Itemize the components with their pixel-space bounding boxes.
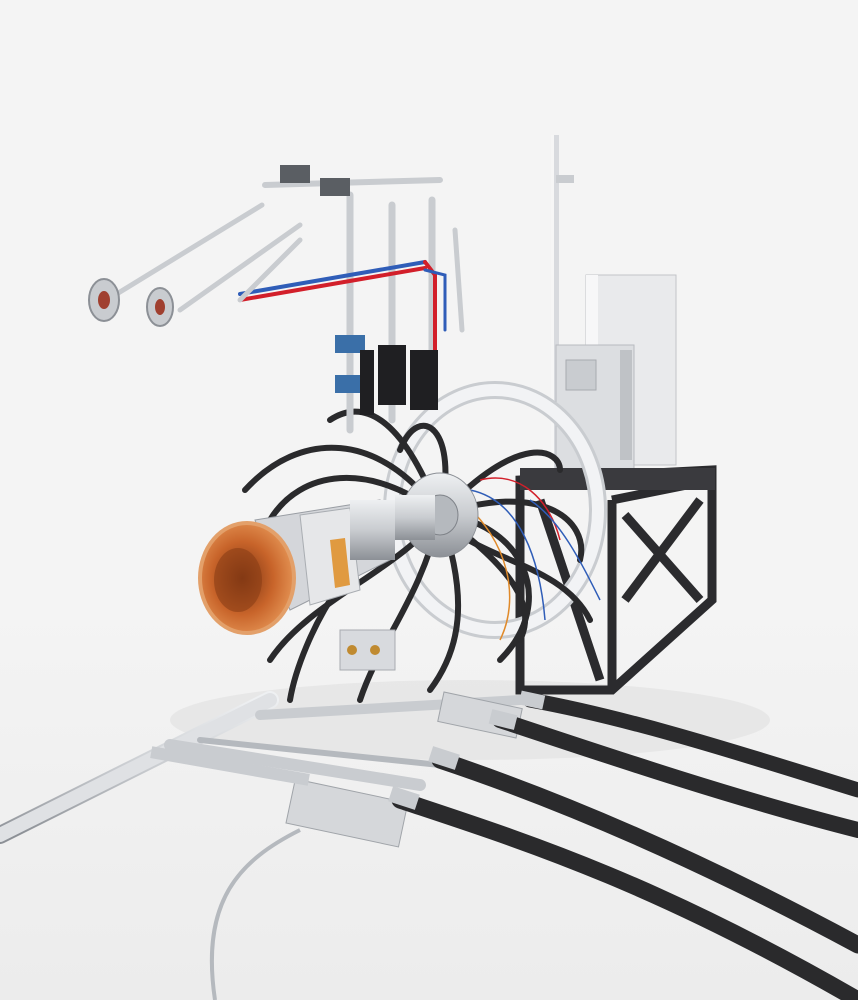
exhaust-arms	[112, 202, 303, 313]
flange-left	[88, 278, 120, 322]
grey-cable	[209, 828, 301, 1000]
electrical-cabinet	[555, 274, 677, 471]
ground-manifold	[0, 691, 525, 844]
copper-nozzle	[198, 521, 296, 635]
vertical-pole	[551, 135, 574, 475]
floor-plate-front	[285, 778, 409, 848]
injector-head	[395, 472, 479, 558]
sensor-boxes	[339, 629, 396, 671]
frame-top-plate	[520, 468, 715, 490]
hose-fittings	[388, 690, 546, 810]
feed-hoses	[391, 692, 858, 1000]
valve-blocks	[280, 165, 438, 415]
base-rail	[150, 746, 310, 786]
flange-right	[146, 287, 174, 327]
floor	[0, 600, 858, 1000]
